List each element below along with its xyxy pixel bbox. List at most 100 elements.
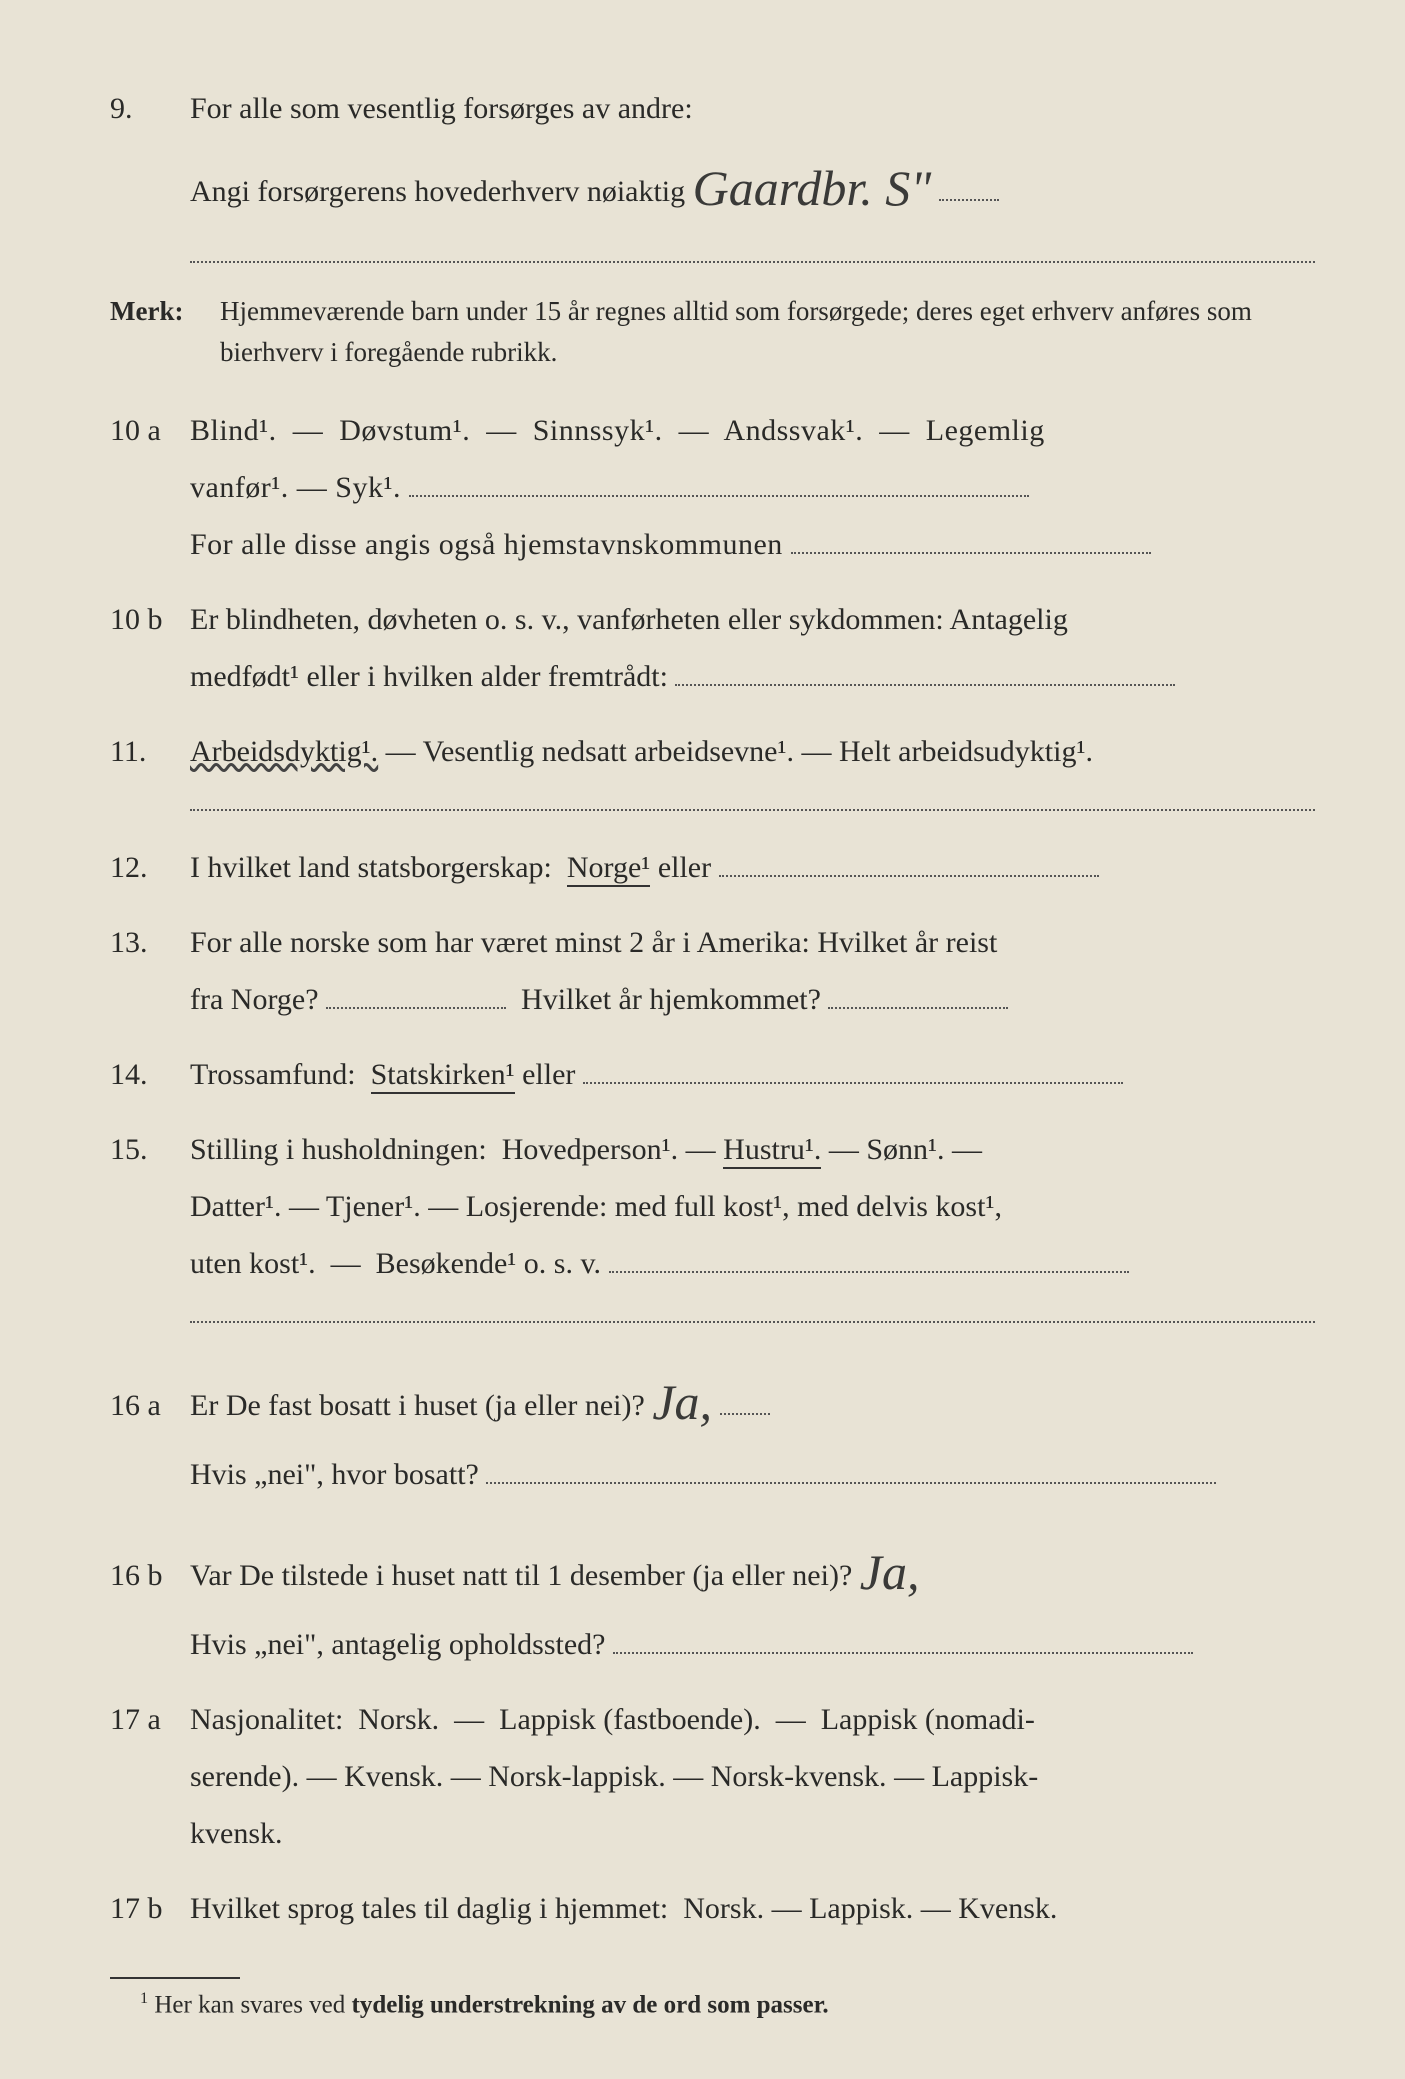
opt: Lappisk. — [809, 1892, 913, 1925]
q17b-num: 17 b — [110, 1880, 190, 1937]
q10b-num: 10 b — [110, 591, 190, 648]
q10b-line2: medfødt¹ eller i hvilken alder fremtrådt… — [190, 660, 668, 693]
q17a-prefix: Nasjonalitet: — [190, 1703, 343, 1736]
q11-num: 11. — [110, 723, 190, 780]
opt: Norsk. — [358, 1703, 439, 1736]
q14-opt: Statskirken¹ — [371, 1058, 515, 1094]
dotted-rule — [190, 808, 1315, 811]
q16a-line2: Hvis „nei", hvor bosatt? — [190, 1458, 479, 1491]
q13-line2a: fra Norge? — [190, 983, 319, 1016]
q9-line2-prefix: Angi forsørgerens hovederhverv nøiaktig — [190, 175, 685, 208]
opt: Besøkende¹ o. s. v. — [376, 1247, 601, 1280]
q12-prefix: I hvilket land statsborgerskap: — [190, 851, 552, 884]
opt: Kvensk. — [344, 1760, 443, 1793]
merk-text: Hjemmeværende barn under 15 år regnes al… — [220, 291, 1315, 372]
dotted-fill — [719, 875, 1099, 877]
merk-note: Merk: Hjemmeværende barn under 15 år reg… — [110, 291, 1315, 372]
dotted-fill — [486, 1482, 1216, 1484]
opt: Norsk. — [683, 1892, 764, 1925]
q11: 11. Arbeidsdyktig¹. — Vesentlig nedsatt … — [110, 723, 1315, 780]
dotted-fill — [583, 1082, 1123, 1084]
q15-content: Stilling i husholdningen: Hovedperson¹. … — [190, 1121, 1315, 1292]
q14-num: 14. — [110, 1046, 190, 1103]
q10b-content: Er blindheten, døvheten o. s. v., vanfør… — [190, 591, 1315, 705]
opt: vanfør¹. — [190, 471, 289, 504]
opt: Norsk-kvensk. — [711, 1760, 887, 1793]
q16b-ans: Ja, — [860, 1525, 920, 1620]
opt: Døvstum¹. — [339, 414, 470, 447]
q16a-q: Er De fast bosatt i huset (ja eller nei)… — [190, 1389, 645, 1422]
q11-opt1: Arbeidsdyktig¹. — [190, 735, 378, 768]
dotted-fill — [326, 1007, 506, 1009]
dotted-fill — [791, 552, 1151, 554]
q12-opt: Norge¹ — [567, 851, 650, 887]
dotted-fill — [609, 1271, 1129, 1273]
opt: Hustru¹. — [723, 1133, 821, 1169]
opt: Hovedperson¹. — [502, 1133, 678, 1166]
footnote-sup: 1 — [140, 1989, 148, 2007]
q9-handwritten: Gaardbr. S" — [693, 141, 932, 236]
opt: Legemlig — [926, 414, 1045, 447]
opt: Andssvak¹. — [723, 414, 863, 447]
q16a-content: Er De fast bosatt i huset (ja eller nei)… — [190, 1351, 1315, 1503]
q16b: 16 b Var De tilstede i huset natt til 1 … — [110, 1521, 1315, 1673]
q13-content: For alle norske som har været minst 2 år… — [190, 914, 1315, 1028]
dotted-rule — [190, 1320, 1315, 1323]
merk-label: Merk: — [110, 291, 220, 372]
dotted-rule — [190, 260, 1315, 263]
opt: kvensk. — [190, 1817, 283, 1850]
q13-line1: For alle norske som har været minst 2 år… — [190, 926, 997, 959]
footnote-rule — [110, 1977, 240, 1979]
footnote-a: Her kan svares ved — [154, 1991, 351, 2018]
opt: serende). — [190, 1760, 299, 1793]
dotted-fill — [409, 495, 1029, 497]
opt: uten kost¹. — [190, 1247, 316, 1280]
opt: Blind¹. — [190, 414, 277, 447]
q17b-content: Hvilket sprog tales til daglig i hjemmet… — [190, 1880, 1315, 1937]
dotted-fill — [613, 1652, 1193, 1654]
opt: Norsk-lappisk. — [488, 1760, 665, 1793]
q10a-num: 10 a — [110, 402, 190, 459]
q14-suffix: eller — [522, 1058, 575, 1091]
footnote-bold: tydelig understrekning av de ord som pas… — [352, 1991, 829, 2018]
q9: 9. For alle som vesentlig forsørges av a… — [110, 80, 1315, 232]
opt: Lappisk (nomadi- — [821, 1703, 1035, 1736]
opt: Kvensk. — [958, 1892, 1057, 1925]
footnote: 1 Her kan svares ved tydelig understrekn… — [110, 1989, 1315, 2019]
q12-suffix: eller — [658, 851, 711, 884]
opt: Lappisk (fastboende). — [499, 1703, 761, 1736]
q17a-content: Nasjonalitet: Norsk. — Lappisk (fastboen… — [190, 1691, 1315, 1862]
q11-rest: — Vesentlig nedsatt arbeidsevne¹. — Helt… — [386, 735, 1093, 768]
q15-num: 15. — [110, 1121, 190, 1178]
opt: Tjener¹. — [326, 1190, 421, 1223]
dotted-fill — [720, 1413, 770, 1415]
dotted-fill — [939, 199, 999, 201]
opt: Losjerende: med full kost¹, med delvis k… — [466, 1190, 1002, 1223]
q16a-num: 16 a — [110, 1377, 190, 1434]
opt: Syk¹. — [335, 471, 401, 504]
q15-prefix: Stilling i husholdningen: — [190, 1133, 487, 1166]
q17b: 17 b Hvilket sprog tales til daglig i hj… — [110, 1880, 1315, 1937]
q13-num: 13. — [110, 914, 190, 971]
q12-num: 12. — [110, 839, 190, 896]
q17a-num: 17 a — [110, 1691, 190, 1748]
q10b: 10 b Er blindheten, døvheten o. s. v., v… — [110, 591, 1315, 705]
dotted-fill — [675, 684, 1175, 686]
q10b-line1: Er blindheten, døvheten o. s. v., vanfør… — [190, 603, 1068, 636]
q12-content: I hvilket land statsborgerskap: Norge¹ e… — [190, 839, 1315, 896]
q14: 14. Trossamfund: Statskirken¹ eller — [110, 1046, 1315, 1103]
q16b-content: Var De tilstede i huset natt til 1 desem… — [190, 1521, 1315, 1673]
q16b-line2: Hvis „nei", antagelig opholdssted? — [190, 1628, 606, 1661]
q9-line1: For alle som vesentlig forsørges av andr… — [190, 92, 693, 125]
q14-content: Trossamfund: Statskirken¹ eller — [190, 1046, 1315, 1103]
q10a-content: Blind¹. — Døvstum¹. — Sinnssyk¹. — Andss… — [190, 402, 1315, 573]
opt: Sønn¹. — [866, 1133, 944, 1166]
q17b-prefix: Hvilket sprog tales til daglig i hjemmet… — [190, 1892, 668, 1925]
opt: Lappisk- — [932, 1760, 1039, 1793]
q9-num: 9. — [110, 80, 190, 137]
dotted-fill — [828, 1007, 1008, 1009]
q16a: 16 a Er De fast bosatt i huset (ja eller… — [110, 1351, 1315, 1503]
q11-content: Arbeidsdyktig¹. — Vesentlig nedsatt arbe… — [190, 723, 1315, 780]
q17a: 17 a Nasjonalitet: Norsk. — Lappisk (fas… — [110, 1691, 1315, 1862]
q13: 13. For alle norske som har været minst … — [110, 914, 1315, 1028]
